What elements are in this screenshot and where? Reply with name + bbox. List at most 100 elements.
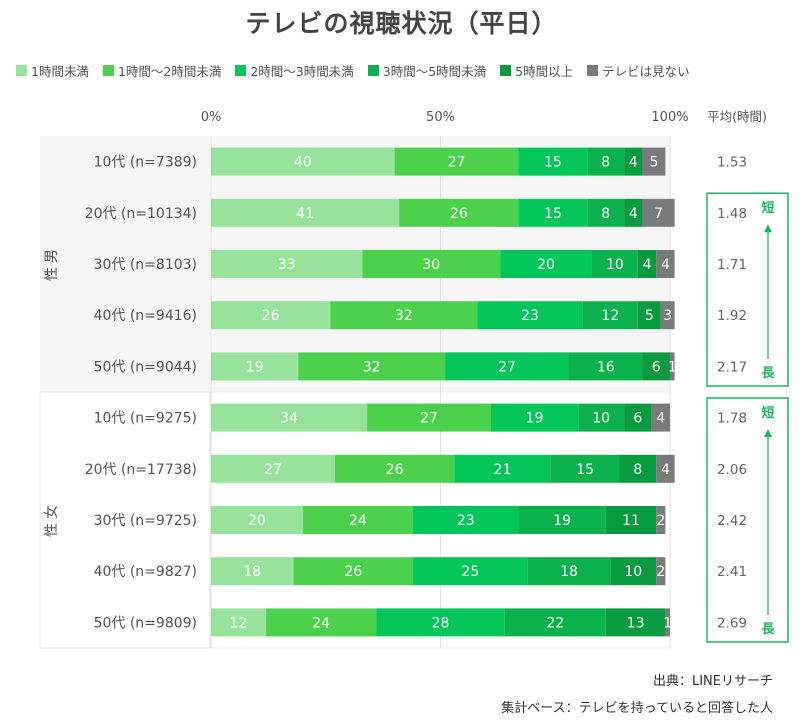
bar-value-label: 23 (521, 308, 539, 324)
bar-value-label: 12 (230, 615, 248, 631)
legend-item: 5時間以上 (500, 58, 573, 82)
arrow-head (764, 429, 772, 437)
bar-segment (651, 403, 670, 432)
category-label: 20代 (n=17738) (85, 462, 197, 478)
bar-segment (211, 301, 331, 330)
bar-segment (211, 352, 299, 381)
bar-value-label: 5 (645, 308, 654, 324)
bar-value-label: 18 (243, 564, 261, 580)
bar-segment (518, 147, 588, 176)
bar-value-label: 6 (633, 411, 642, 427)
bar-segment (656, 454, 675, 483)
category-label: 40代 (n=9416) (94, 308, 197, 324)
bar-value-label: 15 (544, 206, 562, 222)
bar-value-label: 26 (262, 308, 280, 324)
bar-value-label: 28 (432, 615, 450, 631)
bar-segment (610, 557, 657, 586)
bar-segment (394, 147, 519, 176)
legend-item: 1時間未満 (16, 58, 89, 82)
group-label: 性 (44, 267, 60, 281)
bar-value-label: 22 (546, 615, 564, 631)
bar-value-label: 21 (494, 462, 512, 478)
category-label: 10代 (n=7389) (94, 155, 197, 171)
legend-label: 5時間以上 (515, 63, 574, 79)
bar-segment (605, 608, 666, 637)
bar-segment (637, 301, 661, 330)
group-bg-female (39, 391, 211, 649)
category-label: 40代 (n=9827) (94, 564, 197, 580)
category-label: 20代 (n=10134) (85, 206, 197, 222)
average-value: 2.41 (717, 564, 747, 580)
legend-item: 3時間〜5時間未満 (367, 58, 486, 82)
group-label: 女 (43, 505, 60, 519)
bar-value-label: 4 (629, 155, 638, 171)
bar-segment (591, 250, 638, 278)
bar-value-label: 41 (296, 206, 314, 222)
legend-swatch (235, 64, 247, 76)
bar-segment (302, 506, 413, 534)
bar-segment (266, 608, 377, 637)
bar-value-label: 24 (312, 615, 330, 631)
bar-segment (293, 557, 413, 586)
average-value: 2.42 (717, 513, 747, 529)
bar-value-label: 4 (661, 257, 670, 273)
bar-segment (376, 608, 505, 637)
bar-segment (490, 403, 579, 432)
bar-segment (587, 198, 625, 227)
bar-value-label: 26 (450, 206, 468, 222)
bar-value-label: 25 (461, 564, 479, 580)
bar-segment (330, 301, 478, 330)
legend-label: 1時間〜2時間未満 (117, 63, 222, 79)
bar-value-label: 8 (601, 155, 610, 171)
bar-value-label: 19 (553, 513, 571, 529)
bar-value-label: 8 (633, 462, 642, 478)
legend-item: 2時間〜3時間未満 (235, 58, 354, 82)
x-tick-label: 0% (201, 110, 222, 125)
bar-segment (211, 147, 395, 176)
bar-segment (527, 557, 611, 586)
x-tick-label: 50% (426, 110, 455, 125)
bar-segment (454, 454, 551, 483)
bar-value-label: 8 (601, 206, 610, 222)
bar-value-label: 12 (601, 308, 619, 324)
bar-segment (665, 608, 670, 637)
average-header: 平均(時間) (707, 109, 767, 124)
legend-label: 1時間未満 (31, 63, 89, 79)
average-value: 1.71 (717, 257, 747, 273)
bar-segment (518, 506, 606, 534)
bar-segment (518, 198, 588, 227)
bar-value-label: 2 (656, 513, 665, 529)
bar-segment (211, 557, 294, 586)
bar-value-label: 27 (264, 462, 282, 478)
group-label: 男 (44, 249, 60, 263)
bar-segment (660, 301, 675, 330)
category-label: 50代 (n=9809) (94, 615, 197, 631)
arrow-label-short: 短 (761, 405, 774, 421)
average-value: 2.06 (717, 462, 747, 478)
bar-segment (298, 352, 446, 381)
legend-item: 1時間〜2時間未満 (102, 58, 222, 82)
bar-value-label: 40 (294, 155, 312, 171)
bar-segment (362, 250, 501, 278)
bar-segment (211, 403, 368, 432)
bar-value-label: 20 (537, 257, 555, 273)
bar-segment (642, 198, 675, 227)
bar-segment (412, 506, 519, 534)
bar-segment (582, 301, 638, 330)
legend-label: テレビは見ない (602, 63, 690, 79)
category-label: 30代 (n=9725) (94, 513, 197, 529)
bar-segment (624, 403, 652, 432)
bar-value-label: 18 (560, 564, 578, 580)
bar-value-label: 3 (663, 308, 672, 324)
arrow-label-long: 長 (761, 366, 775, 381)
bar-value-label: 27 (448, 155, 466, 171)
base-note: 集計ベース：テレビを持っていると回答した人 (501, 701, 773, 716)
bar-value-label: 4 (643, 257, 652, 273)
category-label: 50代 (n=9044) (94, 359, 197, 375)
chart-notes: 出典：LINEリサーチ 集計ベース：テレビを持っていると回答した人 (501, 668, 773, 722)
legend: 1時間未満 1時間〜2時間未満 2時間〜3時間未満 3時間〜5時間未満 5時間以上 テレビ… (16, 58, 803, 82)
bar-segment (587, 147, 625, 176)
bar-segment (670, 352, 675, 381)
bar-value-label: 34 (280, 411, 298, 427)
